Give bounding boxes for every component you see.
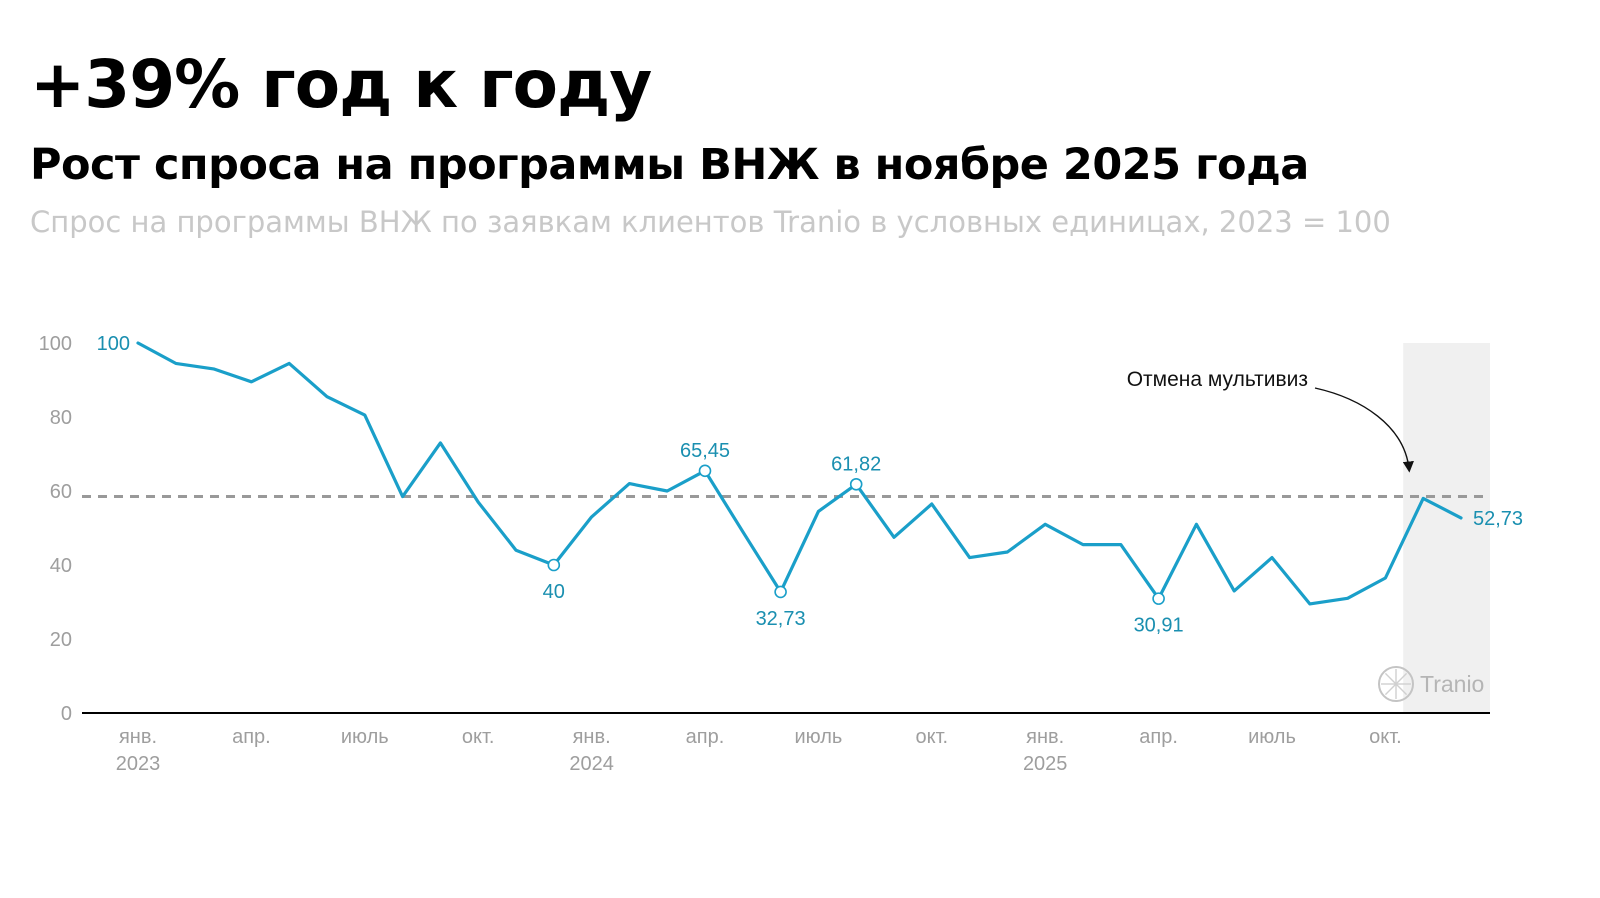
- subheadline: Рост спроса на программы ВНЖ в ноябре 20…: [30, 140, 1309, 190]
- x-tick-label: июль: [1248, 726, 1296, 748]
- x-tick-label: янв.: [573, 726, 611, 748]
- annotation-text: Отмена мультивиз: [1127, 368, 1308, 391]
- point-marker: [1152, 592, 1165, 605]
- data-label: 65,45: [680, 440, 730, 462]
- tranio-logo-stroke: [1384, 672, 1397, 685]
- y-axis-ticks: 0 20 40 60 80 100: [39, 333, 72, 725]
- chart-caption: Спрос на программы ВНЖ по заявкам клиент…: [30, 205, 1391, 239]
- point-marker: [698, 464, 712, 478]
- data-label: 52,73: [1473, 508, 1523, 530]
- y-tick-label: 60: [50, 481, 72, 503]
- brand-name: Tranio: [1420, 671, 1484, 697]
- point-markers: [547, 464, 1165, 605]
- y-tick-label: 100: [39, 333, 72, 355]
- y-tick-label: 40: [50, 555, 72, 577]
- x-tick-label: июль: [341, 726, 389, 748]
- annotation-arrow: [1314, 387, 1414, 473]
- tranio-logo-stroke: [1384, 683, 1397, 696]
- x-tick-year-label: 2024: [569, 753, 614, 775]
- tranio-logo-ring: [1378, 666, 1414, 702]
- data-label: 30,91: [1134, 615, 1184, 637]
- point-marker: [547, 558, 561, 572]
- x-tick-label: янв.: [119, 726, 157, 748]
- data-label: 100: [97, 333, 130, 355]
- headline: +39% год к году: [30, 46, 652, 123]
- tranio-logo-icon: [1378, 666, 1414, 702]
- highlight-band-layer: [1403, 343, 1490, 713]
- y-tick-label: 20: [50, 629, 72, 651]
- x-tick-label: апр.: [1139, 726, 1178, 748]
- highlight-band: [1403, 343, 1490, 713]
- point-marker: [774, 585, 787, 599]
- x-tick-label: окт.: [1369, 726, 1402, 748]
- data-label: 40: [543, 581, 565, 603]
- data-label: 32,73: [756, 608, 806, 630]
- x-tick-label: июль: [794, 726, 842, 748]
- x-tick-label: янв.: [1026, 726, 1064, 748]
- x-tick-label: апр.: [232, 726, 271, 748]
- x-tick-label: окт.: [915, 726, 948, 748]
- series-line: [136, 341, 1463, 606]
- x-tick-label: апр.: [686, 726, 725, 748]
- y-tick-label: 80: [50, 407, 72, 429]
- point-marker: [849, 477, 863, 491]
- x-tick-label: окт.: [462, 726, 495, 748]
- tranio-logo-stroke: [1395, 683, 1408, 696]
- x-axis-ticks: янв. 2023 апр. июль окт. янв. 2024 апр. июль окт.…: [116, 726, 1402, 775]
- brand-watermark: Tranio: [1378, 666, 1484, 702]
- annotation-layer: Отмена мультивиз: [1127, 368, 1414, 473]
- x-tick-year-label: 2025: [1023, 753, 1068, 775]
- data-labels: 100 40 65,45 32,73 61,82 30,91 52,73: [97, 333, 1523, 637]
- y-tick-label: 0: [61, 703, 72, 725]
- series-line-layer: [136, 341, 1463, 606]
- x-tick-year-label: 2023: [116, 753, 161, 775]
- tranio-logo-stroke: [1395, 672, 1408, 685]
- data-label: 61,82: [831, 453, 881, 475]
